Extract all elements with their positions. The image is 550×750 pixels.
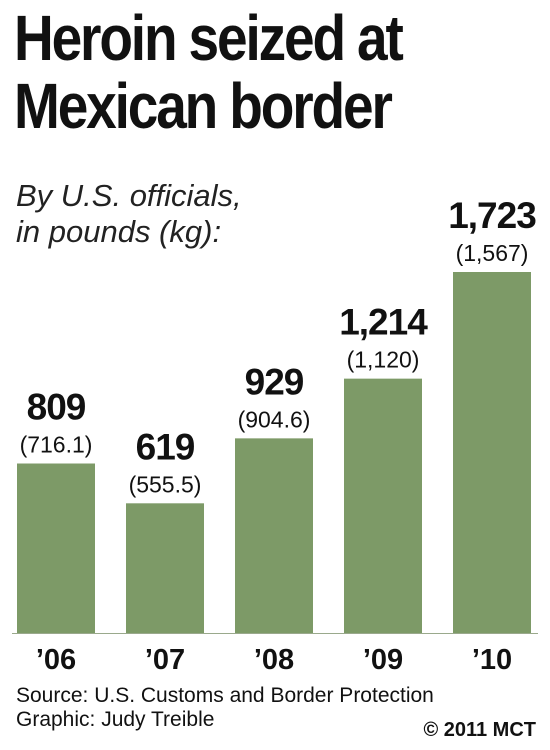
x-tick-label-4: ’10: [472, 644, 512, 676]
chart-subtitle-line-2: in pounds (kg):: [16, 214, 222, 249]
chart-title: Heroin seized at Mexican border: [14, 4, 470, 140]
bar-value-label-1: 619: [136, 426, 195, 467]
bar-3: [344, 378, 422, 633]
bar-value-label-2: 929: [245, 361, 304, 402]
bar-secondary-label-4: (1,567): [456, 240, 529, 266]
bar-value-label-4: 1,723: [448, 195, 536, 236]
bar-secondary-label-2: (904.6): [238, 406, 311, 432]
chart-subtitle: By U.S. officials, in pounds (kg):: [16, 178, 242, 250]
bar-value-label-0: 809: [27, 386, 86, 427]
x-tick-label-1: ’07: [145, 644, 185, 676]
bar-value-label-3: 1,214: [339, 302, 428, 343]
x-tick-label-2: ’08: [254, 644, 294, 676]
chart-title-line-2: Mexican border: [14, 70, 393, 142]
x-tick-label-0: ’06: [36, 644, 76, 676]
bar-0: [17, 463, 95, 633]
bar-secondary-label-3: (1,120): [347, 347, 420, 373]
chart-subtitle-line-1: By U.S. officials,: [16, 178, 242, 213]
chart-footer: Source: U.S. Customs and Border Protecti…: [16, 684, 434, 732]
bar-secondary-label-1: (555.5): [129, 471, 202, 497]
x-tick-label-3: ’09: [363, 644, 403, 676]
bar-2: [235, 438, 313, 633]
bar-4: [453, 272, 531, 633]
graphic-credit: Graphic: Judy Treible: [16, 708, 215, 731]
bar-secondary-label-0: (716.1): [20, 431, 93, 457]
chart-title-line-1: Heroin seized at: [14, 2, 404, 74]
source-note: Source: U.S. Customs and Border Protecti…: [16, 684, 434, 707]
bar-1: [126, 503, 204, 633]
copyright-notice: © 2011 MCT: [423, 719, 536, 741]
